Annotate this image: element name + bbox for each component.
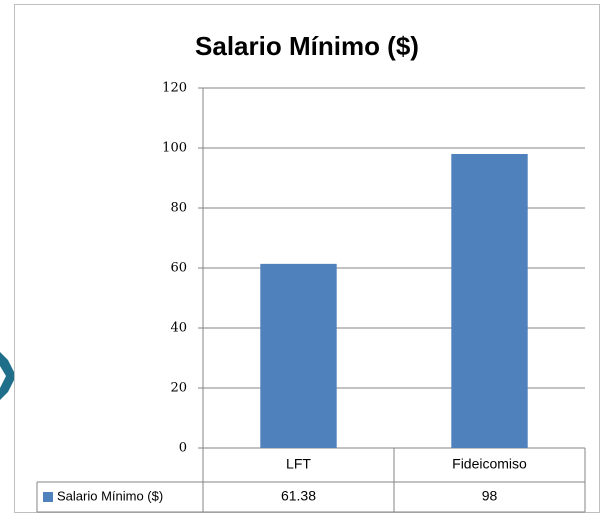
bar — [451, 154, 528, 448]
y-tick-label: 60 — [170, 261, 187, 276]
y-tick-label: 20 — [170, 381, 187, 396]
x-tick-label: Fideicomiso — [452, 456, 527, 472]
y-tick-label: 80 — [170, 201, 187, 216]
bar — [260, 263, 337, 448]
y-tick-label: 100 — [162, 141, 187, 156]
decoration — [0, 352, 16, 400]
y-tick-label: 120 — [162, 81, 187, 96]
legend-swatch — [43, 492, 53, 502]
y-tick-label: 40 — [170, 321, 187, 336]
table-value: 98 — [482, 488, 498, 504]
x-tick-label: LFT — [286, 456, 311, 472]
chart-title: Salario Mínimo ($) — [195, 31, 419, 61]
legend-label: Salario Mínimo ($) — [57, 488, 163, 503]
table-value: 61.38 — [281, 488, 316, 504]
y-tick-label: 0 — [179, 441, 187, 456]
